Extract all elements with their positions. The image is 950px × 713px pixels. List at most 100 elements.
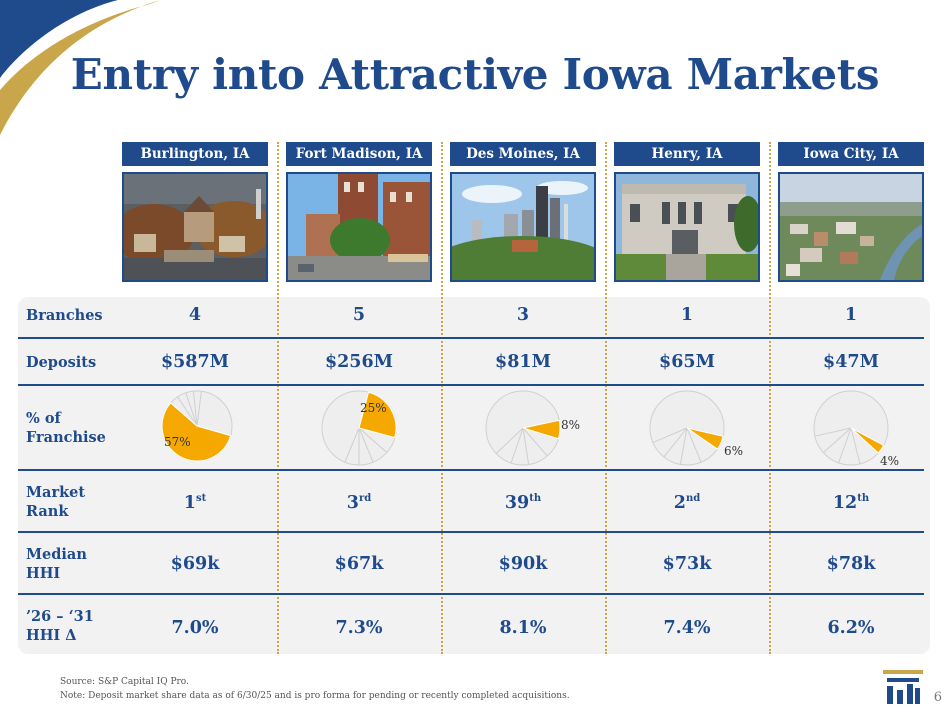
deposits-value: $587M [160,352,230,372]
row-label-line: Market [26,484,86,501]
pie-slice-divider [358,427,388,453]
bank-logo-icon [883,670,923,704]
row-separator [18,384,924,386]
row-label-market-rank: Market Rank [26,483,85,521]
column-divider [769,142,771,654]
iowa-city-photo [778,172,924,282]
market-rank-value: 3rd [286,493,432,513]
column-divider [277,142,279,654]
page-number: 6 [933,690,942,705]
pie-percent-label: 6% [724,444,744,458]
henry-photo [614,172,760,282]
row-label-deposits: Deposits [26,354,97,371]
row-label-line: Franchise [26,429,106,446]
pie-percent-label: 4% [880,454,900,468]
hhi-delta-value: 8.1% [499,618,547,638]
median-hhi-value: $67k [334,554,384,574]
pie-slice-franchise-share [686,427,724,450]
rank-suffix: th [529,493,542,505]
row-label-franchise: % of Franchise [26,409,106,447]
city-label: Fort Madison, IA [286,142,432,166]
pie-slice-divider [192,391,198,427]
row-label-line: HHI [26,565,61,582]
deposits-value: $256M [324,352,394,372]
pie-slice-divider [652,427,688,444]
deposits-value: $65M [659,352,715,372]
pie-slice-divider [522,427,530,465]
city-column-des-moines: Des Moines, IA [450,142,596,282]
branches-value: 3 [516,305,530,325]
pie-slice-divider [686,427,702,463]
pie-slice-franchise-share [522,419,561,440]
pie-slice-franchise-share [161,402,232,462]
median-hhi-value: $69k [170,554,220,574]
pie-slice-divider [177,396,198,427]
rank-number: 3 [346,493,359,513]
rank-number: 1 [183,493,196,513]
pie-slice-divider [679,427,688,465]
city-label: Iowa City, IA [778,142,924,166]
des-moines-photo [450,172,596,282]
column-divider [605,142,607,654]
city-column-iowa-city: Iowa City, IA [778,142,924,282]
franchise-pie-henry [649,390,725,466]
branches-value: 5 [352,305,366,325]
row-separator [18,337,924,339]
row-label-line: Median [26,546,87,563]
city-column-henry: Henry, IA [614,142,760,282]
pie-percent-label: 25% [360,401,387,415]
pie-slice-divider [185,392,198,427]
pie-slice-divider [822,427,852,453]
corner-swoosh-logo [0,0,160,135]
rank-number: 39 [504,493,530,513]
rank-number: 2 [673,493,686,513]
branches-value: 1 [844,305,858,325]
pie-percent-label: 8% [561,418,581,432]
city-label: Des Moines, IA [450,142,596,166]
market-rank-value: 2nd [614,493,760,513]
median-hhi-value: $78k [826,554,876,574]
row-label-hhi-delta: ’26 – ‘31 HHI Δ [26,607,94,645]
row-label-line: % of [26,410,61,427]
rank-suffix: nd [685,493,701,505]
fort-madison-photo [286,172,432,282]
pie-slice-divider [344,427,360,463]
row-label-line: HHI Δ [26,627,77,644]
franchise-pie-fort-madison [321,390,397,466]
row-label-line: Rank [26,503,69,520]
pie-slice-divider [663,427,688,458]
row-separator [18,469,924,471]
hhi-delta-value: 7.4% [663,618,711,638]
market-rank-value: 39th [450,493,596,513]
pie-slice-divider [495,427,524,454]
burlington-photo [122,172,268,282]
pie-slice-divider [196,391,202,427]
hhi-delta-value: 7.3% [335,618,383,638]
market-rank-value: 12th [778,493,924,513]
rank-suffix: st [195,493,207,505]
row-label-median-hhi: Median HHI [26,545,87,583]
rank-number: 12 [832,493,858,513]
rank-suffix: rd [358,493,372,505]
pie-slice-divider [510,427,524,464]
hhi-delta-value: 7.0% [171,618,219,638]
page-title: Entry into Attractive Iowa Markets [70,50,880,99]
city-column-fort-madison: Fort Madison, IA [286,142,432,282]
market-rank-value: 1st [122,493,268,513]
franchise-pie-iowa-city [813,390,889,466]
franchise-pie-des-moines [485,390,561,466]
city-label: Henry, IA [614,142,760,166]
deposits-value: $81M [495,352,551,372]
rank-suffix: th [857,493,870,505]
hhi-delta-value: 6.2% [827,618,875,638]
branches-value: 4 [188,305,202,325]
pie-slice-divider [358,427,374,463]
column-divider [441,142,443,654]
row-label-line: ’26 – ‘31 [26,608,94,625]
footer-notes: Source: S&P Capital IQ Pro. Note: Deposi… [60,675,570,703]
pie-slice-divider [814,427,852,437]
branches-value: 1 [680,305,694,325]
city-column-burlington: Burlington, IA [122,142,268,282]
row-label-branches: Branches [26,307,103,324]
pie-slice-franchise-share [358,391,397,439]
